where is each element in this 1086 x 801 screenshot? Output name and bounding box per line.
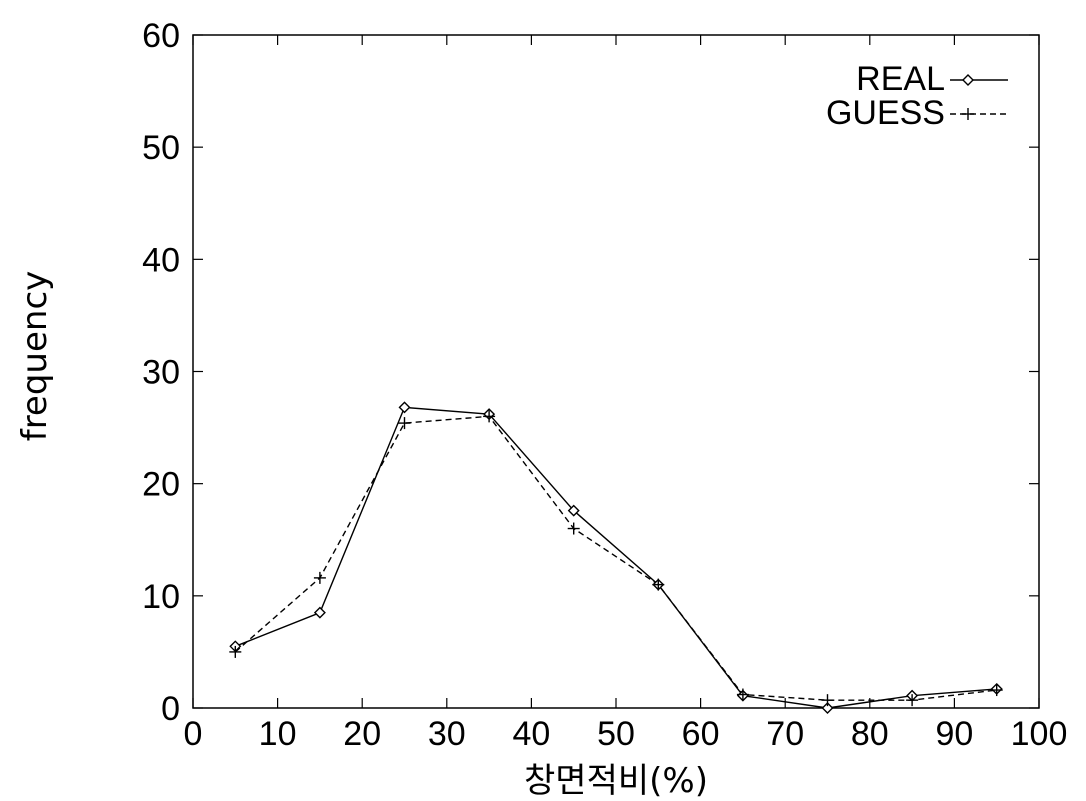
x-tick-label: 100 (1011, 715, 1068, 753)
y-tick-label: 40 (142, 241, 180, 279)
series-line-real (235, 406, 997, 709)
x-tick-label: 50 (597, 715, 635, 753)
legend-item-real: REAL (856, 60, 1008, 98)
y-tick-label: 30 (142, 354, 180, 392)
x-tick-label: 70 (766, 715, 804, 753)
data-point-real (313, 606, 326, 619)
data-point-guess (398, 417, 411, 430)
data-point-guess (567, 522, 580, 535)
data-point-guess (906, 694, 919, 707)
data-point-guess (990, 684, 1003, 697)
x-axis-label: 창면적비(%) (524, 761, 708, 801)
data-point-guess (652, 578, 665, 591)
data-point-guess (821, 694, 834, 707)
data-point-real (567, 504, 580, 517)
y-tick-label: 60 (142, 17, 180, 55)
data-point-real (821, 702, 834, 714)
legend-item-guess: GUESS (826, 94, 1008, 132)
x-tick-label: 40 (512, 715, 550, 753)
data-point-guess (229, 645, 242, 658)
legend-marker (962, 108, 974, 120)
x-tick-label: 30 (428, 715, 466, 753)
y-axis-label: frequency (15, 271, 55, 442)
x-axis-ticks: 0 10 20 30 40 50 60 70 80 90 100 (184, 35, 1068, 753)
x-tick-label: 80 (851, 715, 889, 753)
data-point-guess (313, 571, 326, 584)
y-tick-label: 10 (142, 578, 180, 616)
y-axis-ticks: 0 10 20 30 40 50 60 (142, 17, 1039, 728)
data-point-real (398, 401, 411, 414)
x-tick-label: 60 (682, 715, 720, 753)
legend-label: REAL (856, 60, 945, 98)
data-point-guess (736, 688, 749, 701)
series-line-guess (234, 415, 997, 701)
x-tick-label: 20 (343, 715, 381, 753)
legend-marker (962, 74, 974, 86)
data-point-guess (483, 410, 496, 423)
x-tick-label: 0 (184, 715, 203, 753)
series-lines (234, 406, 997, 709)
legend-label: GUESS (826, 94, 945, 132)
y-tick-label: 20 (142, 466, 180, 504)
x-tick-label: 10 (259, 715, 297, 753)
series-markers (229, 401, 1003, 714)
y-tick-label: 0 (161, 690, 180, 728)
y-tick-label: 50 (142, 129, 180, 167)
x-tick-label: 90 (935, 715, 973, 753)
